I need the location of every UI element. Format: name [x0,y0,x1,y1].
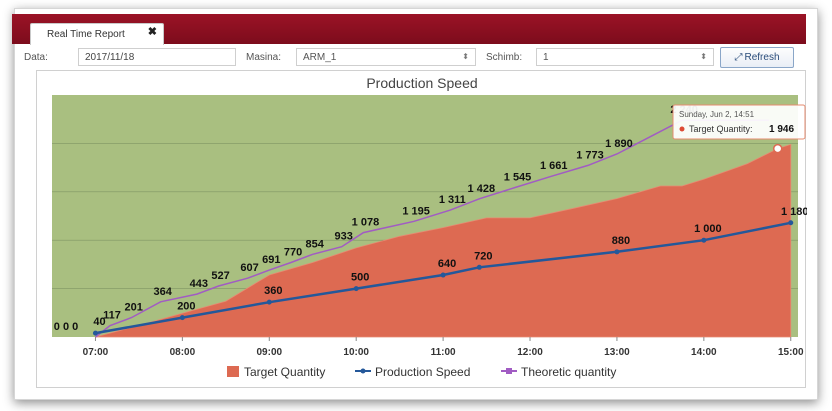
production-speed-point [353,286,359,292]
close-icon[interactable]: ✖ [147,26,157,38]
start-data-label: 0 0 0 [54,321,78,333]
x-tick-label: 15:00 [778,347,804,358]
theoretic-data-label: 1 661 [540,160,568,172]
x-tick-label: 07:00 [83,347,109,358]
masina-value: ARM_1 [303,52,337,63]
x-tick-label: 12:00 [517,347,543,358]
production-speed-point [476,264,482,270]
production-speed-data-label: 200 [177,301,195,313]
schimb-select[interactable]: 1 ⬍ [536,48,714,66]
tab-real-time-report[interactable]: Real Time Report ✖ [30,23,164,45]
theoretic-data-label: 443 [190,278,208,290]
theoretic-data-label: 691 [262,254,280,266]
legend-theoretic-marker [506,368,512,374]
series-theoretic-quantity-line [95,119,769,338]
schimb-label: Schimb: [486,52,523,63]
date-input[interactable] [78,48,236,66]
masina-select[interactable]: ARM_1 ⬍ [296,48,476,66]
theoretic-data-label: 770 [284,246,302,258]
theoretic-data-label: 1 545 [504,171,532,183]
refresh-label: Refresh [744,52,780,63]
production-speed-point [92,330,98,336]
production-speed-point [701,237,707,243]
legend-target-quantity-swatch [227,366,239,377]
tooltip-date: Sunday, Jun 2, 14:51 [679,110,755,119]
x-tick-label: 09:00 [256,347,282,358]
refresh-button[interactable]: ⤢ Refresh [720,47,794,68]
theoretic-data-label: 1 890 [605,138,633,150]
chart-panel: Production Speed 40 200 360 500 640 720 880 1 00… [36,70,807,388]
x-tick-label: 08:00 [170,347,196,358]
production-speed-data-label: 640 [438,258,456,270]
legend-production-speed-marker [360,368,366,374]
theoretic-data-label: 607 [240,262,258,274]
tab-label: Real Time Report [47,29,125,40]
production-speed-data-label: 40 [93,316,105,328]
theoretic-data-label: 364 [153,286,172,298]
production-speed-data-label: 1 000 [694,223,722,235]
production-speed-point [788,220,794,226]
production-speed-data-label: 360 [264,285,282,297]
tooltip-series-name: Target Quantity: [689,124,753,134]
theoretic-data-label: 1 773 [576,149,604,161]
production-speed-data-label: 880 [612,235,630,247]
x-tick-label: 11:00 [431,347,456,358]
series-target-quantity-area [95,143,792,338]
tooltip-value: 1 946 [769,124,794,135]
production-speed-data-label: 500 [351,272,369,284]
tooltip-series-marker [679,126,685,132]
x-tick-label: 10:00 [343,347,369,358]
theoretic-data-label: 117 [103,310,121,322]
schimb-value: 1 [543,52,549,63]
theoretic-data-label: 1 428 [468,183,496,195]
theoretic-data-label: 201 [124,302,142,314]
masina-label: Masina: [246,52,282,63]
theoretic-data-label: 1 311 [439,194,466,206]
production-speed-data-label: 720 [474,250,492,262]
theoretic-data-label: 854 [306,238,325,250]
production-speed-point [179,315,185,321]
theoretic-data-label: 933 [335,231,353,243]
select-arrow-icon: ⬍ [462,52,469,61]
theoretic-data-label: 1 078 [352,217,380,229]
production-speed-point [614,249,620,255]
data-label: Data: [24,52,48,63]
filter-toolbar: Data: Masina: ARM_1 ⬍ Schimb: 1 ⬍ ⤢Refre… [14,46,810,72]
legend-theoretic-label: Theoretic quantity [521,365,616,379]
x-tick-label: 14:00 [691,347,717,358]
legend-target-quantity-label: Target Quantity [244,365,325,379]
theoretic-data-label: 1 195 [402,205,430,217]
tooltip-box [672,104,806,140]
tooltip-highlight-point [772,143,783,154]
legend-production-speed-label: Production Speed [375,365,470,379]
production-speed-point [440,272,446,278]
select-arrow-icon: ⬍ [700,52,707,61]
expand-icon: ⤢ [734,52,743,63]
production-speed-point [266,299,272,305]
chart-title: Production Speed [366,75,477,91]
production-speed-data-label: 1 180 [781,206,807,218]
production-speed-chart: Production Speed 40 200 360 500 640 720 880 1 00… [52,75,807,379]
x-tick-label: 13:00 [604,347,630,358]
theoretic-data-label: 527 [211,270,229,282]
